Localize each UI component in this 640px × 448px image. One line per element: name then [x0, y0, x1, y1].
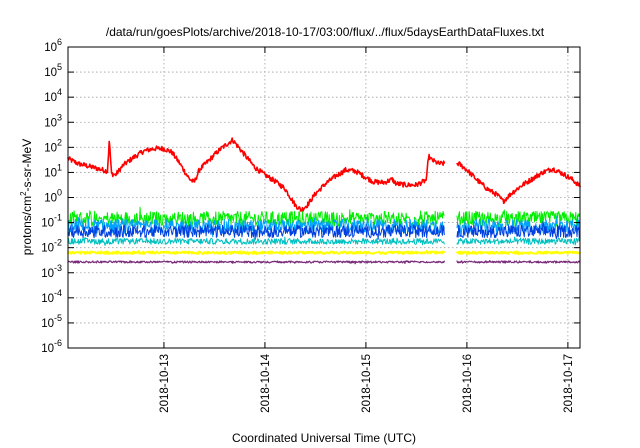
y-tick-label: 104 [44, 87, 62, 104]
y-axis-label-rest: -s-sr-MeV [20, 139, 34, 192]
y-tick-base: 10 [44, 42, 57, 54]
data-series [67, 137, 581, 265]
y-tick-label: 10-6 [41, 338, 62, 355]
y-tick-exponent: 1 [57, 162, 62, 172]
y-tick-base: 10 [41, 268, 54, 280]
y-tick-base: 10 [41, 293, 54, 305]
y-tick-exponent: -5 [54, 313, 62, 323]
y-tick-exponent: -4 [54, 288, 62, 298]
y-tick-label: 10-5 [41, 313, 62, 330]
y-axis-label: protons/cm2-s-sr-MeV [19, 139, 34, 255]
y-tick-base: 10 [44, 67, 57, 79]
y-tick-exponent: 3 [57, 112, 62, 122]
y-tick-exponent: -6 [54, 338, 62, 348]
y-tick-labels: 10-610-510-410-310-210-11001011021031041… [41, 37, 62, 355]
series-line [67, 220, 581, 242]
x-tick-label: 2018-10-16 [462, 354, 474, 413]
chart-title: /data/run/goesPlots/archive/2018-10-17/0… [106, 25, 545, 39]
axis-ticks [68, 46, 580, 349]
y-tick-label: 10-1 [41, 213, 62, 230]
y-tick-label: 10-4 [41, 288, 62, 305]
y-tick-exponent: -2 [54, 238, 62, 248]
y-tick-label: 100 [44, 188, 62, 205]
x-tick-label: 2018-10-15 [361, 354, 373, 413]
y-axis-label-base: protons/cm [20, 196, 34, 255]
y-tick-exponent: -1 [54, 213, 62, 223]
y-tick-exponent: 0 [57, 188, 62, 198]
y-tick-label: 101 [44, 162, 62, 179]
x-tick-label: 2018-10-14 [260, 353, 272, 412]
x-tick-labels: 2018-10-13 2018-10-14 2018-10-15 2018-10-16… [159, 353, 575, 412]
y-tick-base: 10 [44, 193, 57, 205]
y-tick-base: 10 [44, 117, 57, 129]
y-tick-base: 10 [44, 142, 57, 154]
y-tick-base: 10 [41, 243, 54, 255]
y-tick-exponent: 6 [57, 37, 62, 47]
series-line [67, 250, 581, 256]
grid-lines [68, 47, 580, 348]
y-tick-base: 10 [41, 343, 54, 355]
y-tick-exponent: 5 [57, 62, 62, 72]
y-tick-label: 10-3 [41, 263, 62, 280]
x-tick-label: 2018-10-17 [563, 354, 575, 413]
x-tick-label: 2018-10-13 [159, 354, 171, 413]
y-tick-exponent: -3 [54, 263, 62, 273]
x-axis-label: Coordinated Universal Time (UTC) [232, 431, 416, 445]
y-axis-label-sup: 2 [19, 191, 28, 196]
y-tick-exponent: 4 [57, 87, 62, 97]
y-tick-base: 10 [44, 167, 57, 179]
y-tick-label: 10-2 [41, 238, 62, 255]
y-tick-label: 105 [44, 62, 62, 79]
y-tick-label: 103 [44, 112, 62, 129]
series-line [67, 137, 581, 212]
y-tick-exponent: 2 [57, 137, 62, 147]
y-tick-base: 10 [44, 92, 57, 104]
series-line [67, 236, 581, 246]
y-tick-label: 106 [44, 37, 62, 54]
series-line [67, 260, 581, 265]
y-tick-base: 10 [41, 218, 54, 230]
y-tick-label: 102 [44, 137, 62, 154]
y-tick-base: 10 [41, 318, 54, 330]
